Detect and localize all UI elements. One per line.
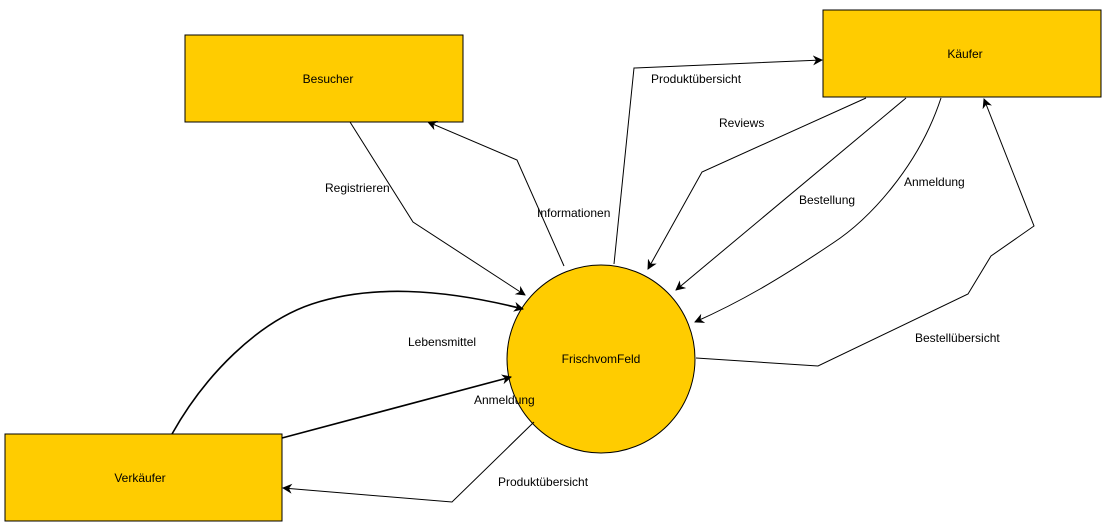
edge-anmeldung-kaeufer (694, 97, 942, 323)
edge-bestelluebersicht (695, 98, 1035, 367)
node-kaeufer[interactable]: Käufer (822, 9, 1102, 98)
edge-anmeldung-kaeufer-label: Anmeldung (904, 175, 965, 189)
edge-lebensmittel-label: Lebensmittel (408, 335, 476, 349)
node-besucher-label: Besucher (303, 72, 354, 86)
node-verkaeufer-label: Verkäufer (114, 471, 165, 485)
edge-registrieren-label: Registrieren (325, 181, 390, 195)
node-kaeufer-label: Käufer (947, 47, 982, 61)
node-frischvomfeld-label: FrischvomFeld (562, 352, 641, 366)
edge-produktuebersicht-verkaeufer (282, 421, 535, 503)
edge-bestellung (675, 97, 907, 291)
edge-produktuebersicht-kaeufer-label: Produktübersicht (651, 72, 742, 86)
edge-bestelluebersicht-label: Bestellübersicht (915, 331, 1000, 345)
edge-informationen (427, 120, 565, 267)
edge-lebensmittel (171, 290, 524, 435)
edge-reviews (647, 97, 867, 270)
edge-bestellung-label: Bestellung (799, 193, 855, 207)
edge-produktuebersicht-kaeufer (613, 55, 823, 265)
edge-produktuebersicht-verkaeufer-label: Produktübersicht (498, 475, 589, 489)
edge-reviews-label: Reviews (719, 116, 764, 130)
node-verkaeufer[interactable]: Verkäufer (4, 433, 283, 522)
edge-anmeldung-verkaeufer (281, 374, 512, 439)
edge-registrieren (349, 121, 526, 296)
edge-anmeldung-verkaeufer-label: Anmeldung (474, 393, 535, 407)
edge-informationen-label: Informationen (537, 206, 610, 220)
node-frischvomfeld[interactable]: FrischvomFeld (506, 264, 696, 454)
node-besucher[interactable]: Besucher (184, 34, 464, 123)
